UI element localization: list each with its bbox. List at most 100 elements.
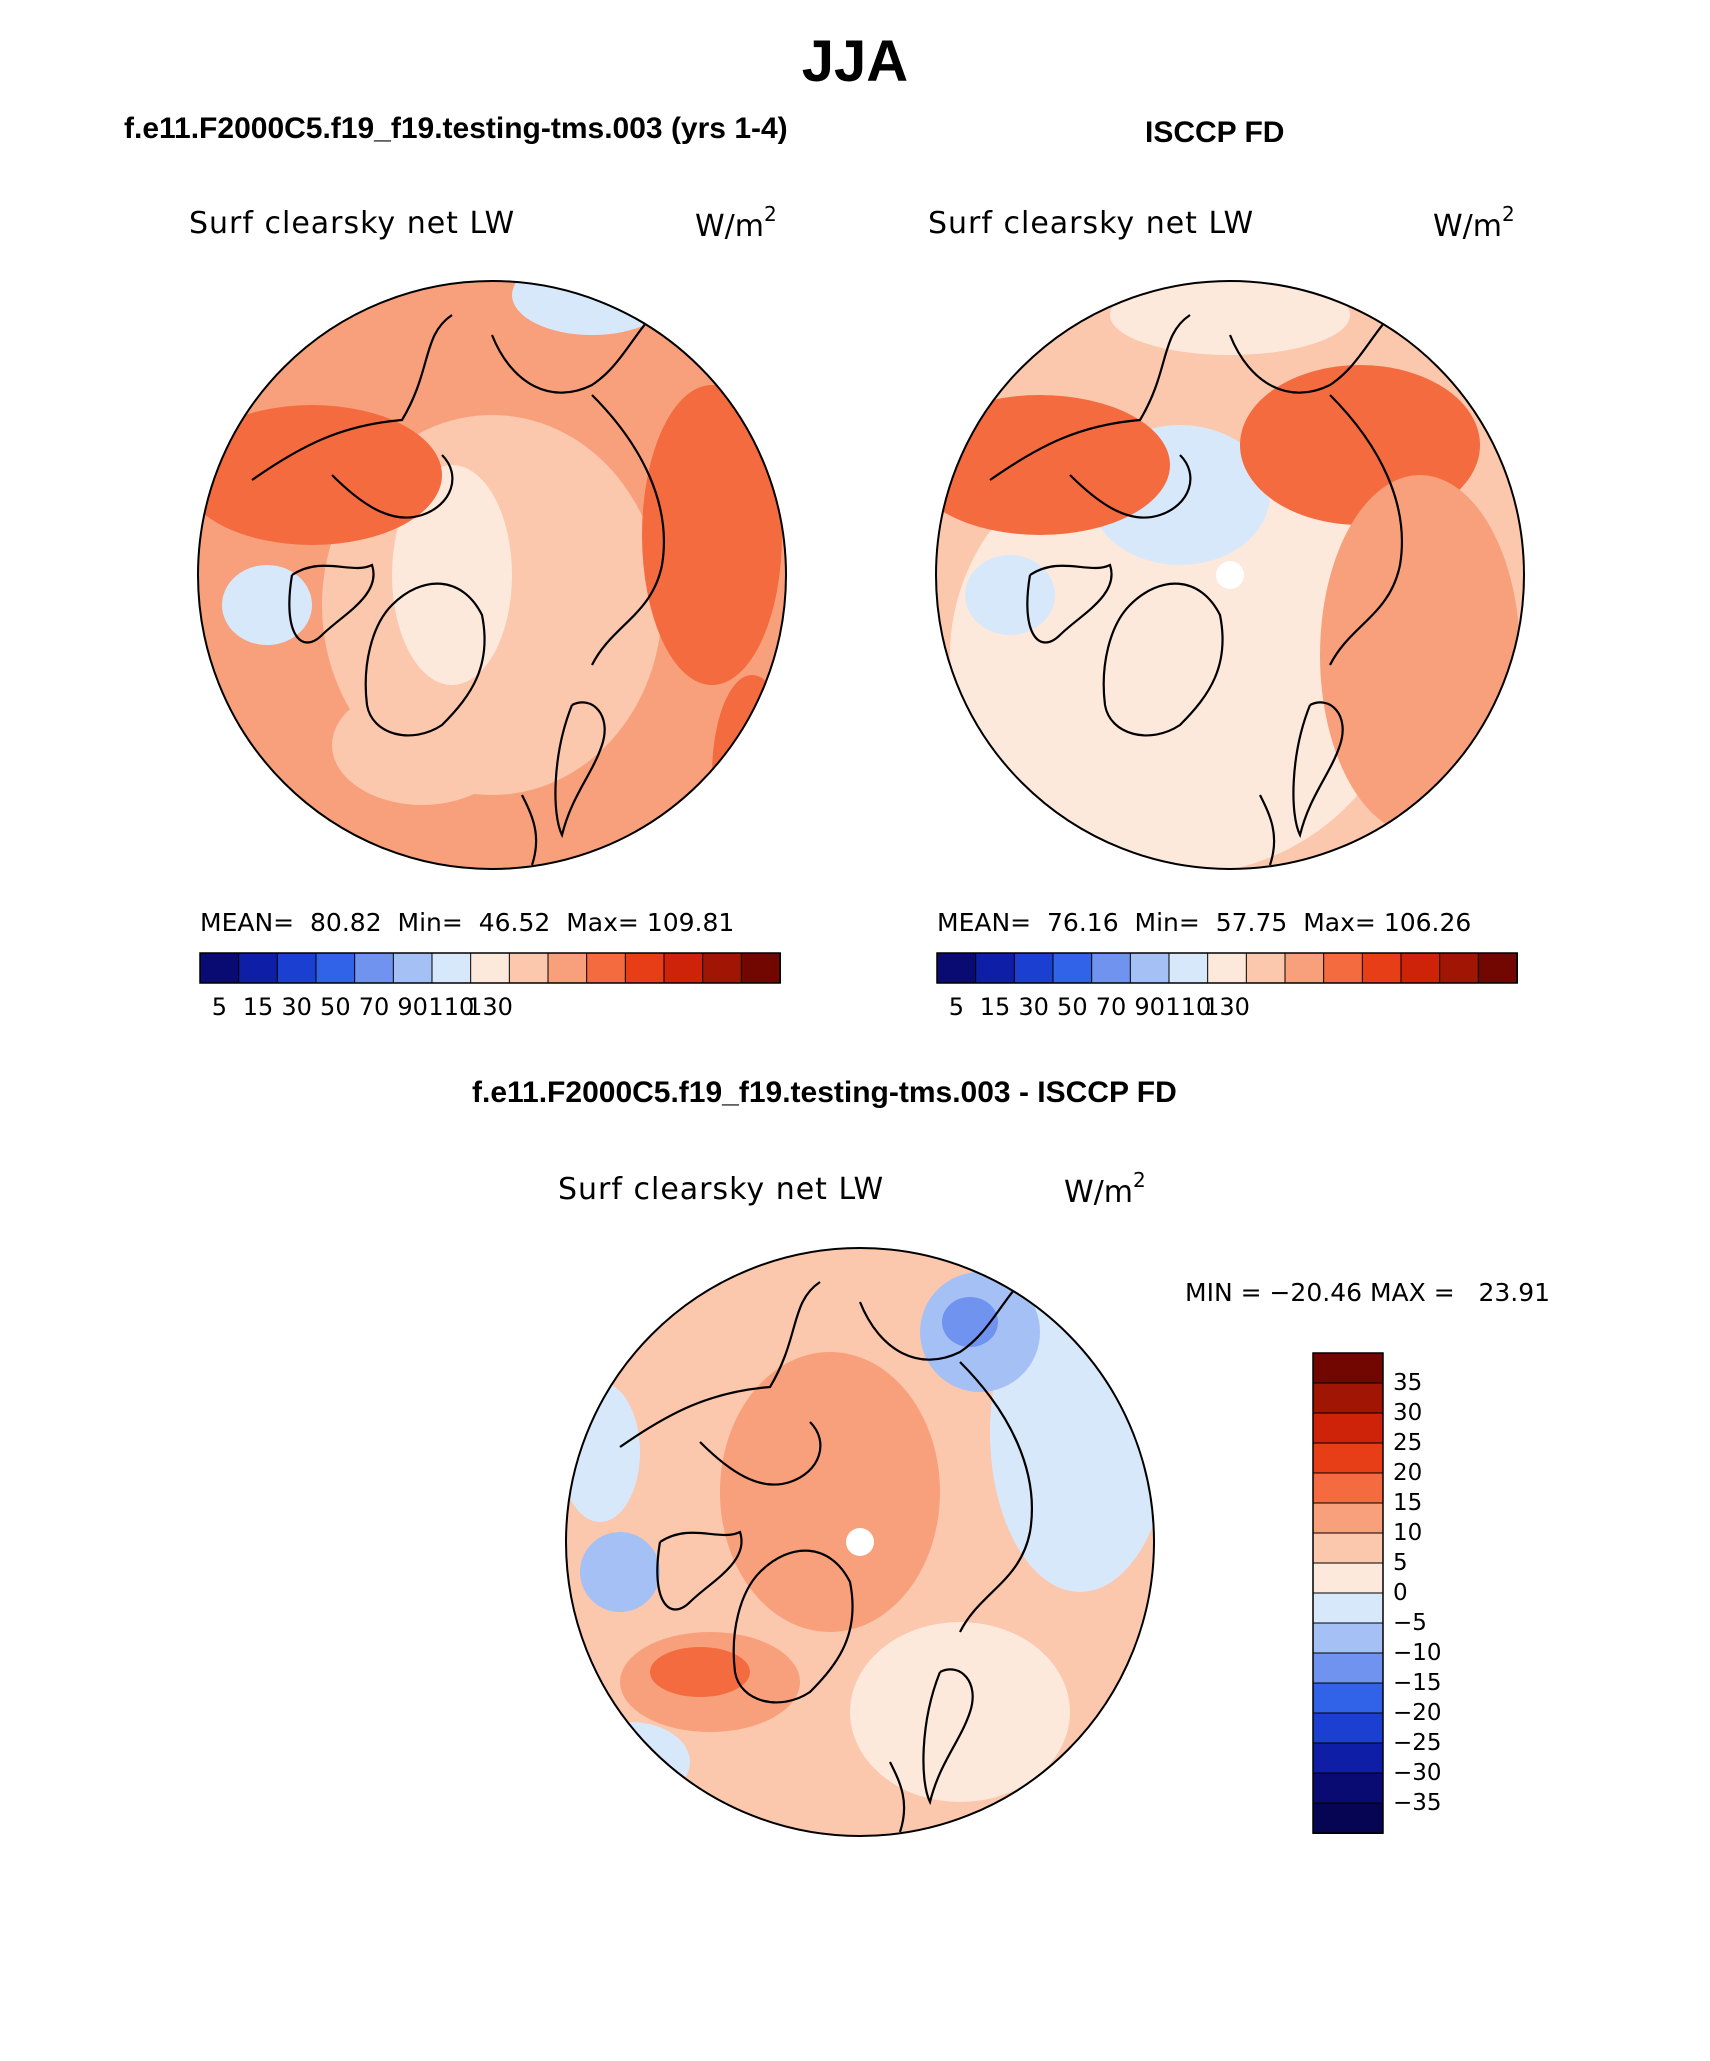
colorbar-swatch (199, 952, 240, 984)
diff-polar-map (565, 1247, 1155, 1837)
colorbar-swatch (315, 952, 356, 984)
colorbar-swatch (1439, 952, 1480, 984)
diff-header: f.e11.F2000C5.f19_f19.testing-tms.003 - … (472, 1076, 1177, 1109)
colorbar-swatch (1312, 1532, 1384, 1564)
colorbar-swatch (392, 952, 433, 984)
colorbar-tick-label: 15 (979, 993, 1011, 1021)
panel2-max: 106.26 (1383, 908, 1472, 937)
panel1-polar-map (197, 280, 787, 870)
colorbar-tick-label: 30 (281, 993, 312, 1021)
colorbar-swatch (1361, 952, 1403, 984)
colorbar-swatch (1207, 952, 1248, 984)
colorbar-tick-label: 5 (211, 993, 227, 1021)
diff-units: W/m2 (1064, 1168, 1146, 1210)
colorbar-swatch (1312, 1652, 1384, 1684)
panel2-min: 57.75 (1215, 908, 1288, 937)
colorbar-swatch (740, 952, 781, 984)
colorbar-swatch (586, 952, 627, 984)
colorbar-swatch (975, 952, 1016, 984)
colorbar-tick-label: 30 (1018, 993, 1049, 1021)
colorbar-tick-label: −30 (1393, 1760, 1442, 1786)
panel1-stats: MEAN= 80.82 Min= 46.52 Max= 109.81 (200, 908, 734, 937)
colorbar-tick-label: −25 (1393, 1730, 1442, 1756)
colorbar-swatch (1091, 952, 1132, 984)
colorbar-swatch (1400, 952, 1441, 984)
colorbar-swatch (1284, 952, 1325, 984)
colorbar-swatch (508, 952, 550, 984)
colorbar-tick-label: 30 (1393, 1400, 1423, 1426)
panel2-min-label: Min= (1134, 908, 1200, 937)
colorbar-swatch (1013, 952, 1055, 984)
colorbar-swatch (354, 952, 395, 984)
diff-variable-label: Surf clearsky net LW (558, 1172, 885, 1207)
panel1-mean-label: MEAN= (200, 908, 295, 937)
colorbar-swatch (663, 952, 704, 984)
colorbar-tick-label: 50 (1057, 993, 1088, 1021)
panel1-units: W/m2 (695, 202, 777, 244)
colorbar-swatch (470, 952, 511, 984)
panel2-variable-label: Surf clearsky net LW (928, 206, 1255, 241)
colorbar-swatch (1312, 1622, 1384, 1654)
colorbar-tick-label: 5 (948, 993, 964, 1021)
colorbar-tick-label: 10 (1393, 1520, 1423, 1546)
colorbar-tick-label: 35 (1393, 1370, 1423, 1396)
colorbar-swatch (1477, 952, 1518, 984)
colorbar-swatch (1312, 1682, 1384, 1714)
colorbar-swatch (1323, 952, 1364, 984)
colorbar-tick-label: 25 (1393, 1430, 1423, 1456)
panel1-variable-label: Surf clearsky net LW (189, 206, 516, 241)
panel1-colorbar (199, 952, 781, 984)
colorbar-tick-label: −10 (1393, 1640, 1442, 1666)
colorbar-tick-label: 70 (358, 993, 390, 1021)
colorbar-swatch (1312, 1352, 1384, 1384)
colorbar-tick-label: 70 (1095, 993, 1127, 1021)
colorbar-swatch (1312, 1592, 1384, 1624)
panel2-mean-label: MEAN= (937, 908, 1032, 937)
colorbar-swatch (1312, 1382, 1384, 1414)
colorbar-swatch (1245, 952, 1287, 984)
colorbar-swatch (1129, 952, 1170, 984)
panel2-stats: MEAN= 76.16 Min= 57.75 Max= 106.26 (937, 908, 1471, 937)
colorbar-swatch (702, 952, 743, 984)
panel1-mean: 80.82 (310, 908, 382, 937)
colorbar-swatch (276, 952, 318, 984)
figure-title: JJA (801, 29, 909, 94)
panel1-min: 46.52 (478, 908, 551, 937)
colorbar-swatch (1312, 1442, 1384, 1474)
colorbar-swatch (1168, 952, 1209, 984)
colorbar-swatch (238, 952, 279, 984)
panel1-min-label: Min= (397, 908, 463, 937)
colorbar-tick-label: 0 (1393, 1580, 1408, 1606)
diff-colorbar (1312, 1352, 1384, 1834)
colorbar-tick-label: 130 (467, 993, 513, 1021)
colorbar-swatch (1312, 1772, 1384, 1804)
colorbar-tick-label: 20 (1393, 1460, 1423, 1486)
colorbar-tick-label: 15 (242, 993, 274, 1021)
colorbar-tick-label: −5 (1393, 1610, 1427, 1636)
colorbar-tick-label: 90 (1134, 993, 1165, 1021)
colorbar-tick-label: 90 (397, 993, 428, 1021)
colorbar-swatch (1052, 952, 1093, 984)
panel2-header: ISCCP FD (1145, 116, 1285, 149)
colorbar-tick-label: 110 (1165, 993, 1212, 1021)
diff-minmax: MIN = −20.46 MAX = 23.91 (1185, 1278, 1551, 1307)
colorbar-tick-label: 50 (320, 993, 351, 1021)
panel1-max: 109.81 (646, 908, 735, 937)
panel1-max-label: Max= (566, 908, 639, 937)
panel1-header: f.e11.F2000C5.f19_f19.testing-tms.003 (y… (124, 112, 788, 145)
colorbar-swatch (624, 952, 666, 984)
colorbar-swatch (936, 952, 977, 984)
panel2-units: W/m2 (1433, 202, 1515, 244)
colorbar-swatch (1312, 1412, 1384, 1444)
colorbar-swatch (431, 952, 472, 984)
colorbar-tick-label: −15 (1393, 1670, 1442, 1696)
colorbar-tick-label: 110 (428, 993, 475, 1021)
panel2-colorbar (936, 952, 1518, 984)
colorbar-swatch (547, 952, 588, 984)
colorbar-tick-label: 15 (1393, 1490, 1423, 1516)
colorbar-tick-label: −20 (1393, 1700, 1442, 1726)
colorbar-tick-label: −35 (1393, 1790, 1442, 1816)
panel2-mean: 76.16 (1047, 908, 1119, 937)
colorbar-swatch (1312, 1502, 1384, 1534)
panel2-max-label: Max= (1303, 908, 1376, 937)
